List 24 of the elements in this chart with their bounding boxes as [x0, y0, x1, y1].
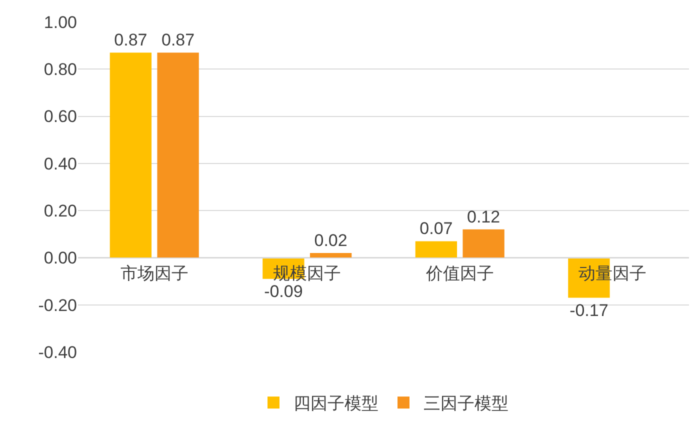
x-tick-label: 市场因子 [120, 264, 188, 284]
legend-label: 三因子模型 [424, 394, 508, 414]
bar [157, 52, 199, 258]
data-label: 0.07 [420, 219, 453, 238]
y-tick-label: -0.20 [38, 296, 77, 315]
data-label: -0.17 [570, 300, 608, 320]
bar [462, 229, 504, 258]
x-tick-label: 价值因子 [424, 264, 494, 284]
y-tick-label: 0.40 [44, 154, 77, 174]
bar [415, 241, 458, 258]
y-tick-label: 0.80 [44, 60, 77, 80]
y-tick-label: 0.60 [44, 107, 77, 126]
y-tick-label: -0.40 [38, 342, 77, 362]
y-tick-label: 1.00 [44, 12, 77, 32]
legend-label: 四因子模型 [294, 394, 378, 414]
y-tick-label: 0.20 [44, 202, 77, 221]
data-label: 0.87 [162, 30, 195, 50]
data-label: 0.87 [114, 30, 148, 50]
y-tick-label: 0.00 [44, 248, 77, 268]
bar [110, 52, 152, 258]
data-label: 0.12 [467, 207, 500, 226]
data-label: -0.09 [264, 282, 303, 301]
bar [310, 253, 352, 258]
data-label: 0.02 [314, 231, 348, 250]
